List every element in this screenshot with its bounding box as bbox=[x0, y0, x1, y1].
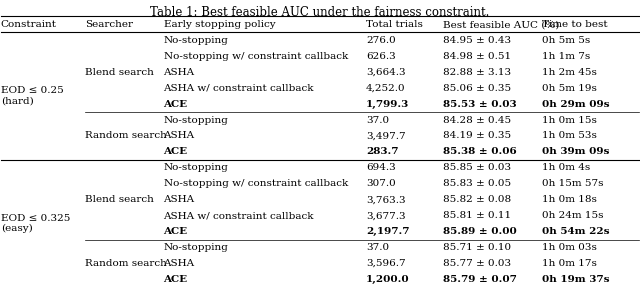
Text: 1h 0m 03s: 1h 0m 03s bbox=[542, 243, 597, 252]
Text: 0h 24m 15s: 0h 24m 15s bbox=[542, 211, 604, 220]
Text: Table 1: Best feasible AUC under the fairness constraint.: Table 1: Best feasible AUC under the fai… bbox=[150, 6, 490, 19]
Text: No-stopping: No-stopping bbox=[164, 115, 228, 125]
Text: 82.88 ± 3.13: 82.88 ± 3.13 bbox=[443, 68, 511, 77]
Text: 85.89 ± 0.00: 85.89 ± 0.00 bbox=[443, 227, 516, 236]
Text: Random search: Random search bbox=[85, 259, 167, 268]
Text: ACE: ACE bbox=[164, 147, 188, 156]
Text: ACE: ACE bbox=[164, 275, 188, 284]
Text: No-stopping: No-stopping bbox=[164, 163, 228, 172]
Text: 0h 29m 09s: 0h 29m 09s bbox=[542, 99, 610, 109]
Text: Early stopping policy: Early stopping policy bbox=[164, 20, 275, 29]
Text: 85.83 ± 0.05: 85.83 ± 0.05 bbox=[443, 179, 511, 188]
Text: 85.85 ± 0.03: 85.85 ± 0.03 bbox=[443, 163, 511, 172]
Text: 1h 1m 7s: 1h 1m 7s bbox=[542, 52, 591, 61]
Text: 84.95 ± 0.43: 84.95 ± 0.43 bbox=[443, 36, 511, 45]
Text: 1h 0m 53s: 1h 0m 53s bbox=[542, 131, 597, 141]
Text: 85.53 ± 0.03: 85.53 ± 0.03 bbox=[443, 99, 516, 109]
Text: Random search: Random search bbox=[85, 131, 167, 141]
Text: 1h 0m 18s: 1h 0m 18s bbox=[542, 195, 597, 204]
Text: 0h 5m 5s: 0h 5m 5s bbox=[542, 36, 591, 45]
Text: 3,497.7: 3,497.7 bbox=[366, 131, 406, 141]
Text: 0h 54m 22s: 0h 54m 22s bbox=[542, 227, 610, 236]
Text: 1h 0m 17s: 1h 0m 17s bbox=[542, 259, 597, 268]
Text: 37.0: 37.0 bbox=[366, 115, 389, 125]
Text: No-stopping: No-stopping bbox=[164, 243, 228, 252]
Text: 1,799.3: 1,799.3 bbox=[366, 99, 409, 109]
Text: 84.98 ± 0.51: 84.98 ± 0.51 bbox=[443, 52, 511, 61]
Text: Total trials: Total trials bbox=[366, 20, 423, 29]
Text: 276.0: 276.0 bbox=[366, 36, 396, 45]
Text: 0h 19m 37s: 0h 19m 37s bbox=[542, 275, 610, 284]
Text: 3,763.3: 3,763.3 bbox=[366, 195, 406, 204]
Text: EOD ≤ 0.25
(hard): EOD ≤ 0.25 (hard) bbox=[1, 86, 63, 106]
Text: ACE: ACE bbox=[164, 227, 188, 236]
Text: 1,200.0: 1,200.0 bbox=[366, 275, 410, 284]
Text: 85.79 ± 0.07: 85.79 ± 0.07 bbox=[443, 275, 516, 284]
Text: 0h 39m 09s: 0h 39m 09s bbox=[542, 147, 610, 156]
Text: 85.77 ± 0.03: 85.77 ± 0.03 bbox=[443, 259, 511, 268]
Text: ASHA: ASHA bbox=[164, 259, 195, 268]
Text: Blend search: Blend search bbox=[85, 195, 154, 204]
Text: ASHA w/ constraint callback: ASHA w/ constraint callback bbox=[164, 84, 314, 93]
Text: 84.19 ± 0.35: 84.19 ± 0.35 bbox=[443, 131, 511, 141]
Text: 694.3: 694.3 bbox=[366, 163, 396, 172]
Text: Best feasible AUC (%): Best feasible AUC (%) bbox=[443, 20, 559, 29]
Text: 84.28 ± 0.45: 84.28 ± 0.45 bbox=[443, 115, 511, 125]
Text: Constraint: Constraint bbox=[1, 20, 57, 29]
Text: 85.82 ± 0.08: 85.82 ± 0.08 bbox=[443, 195, 511, 204]
Text: 85.81 ± 0.11: 85.81 ± 0.11 bbox=[443, 211, 511, 220]
Text: No-stopping w/ constraint callback: No-stopping w/ constraint callback bbox=[164, 179, 348, 188]
Text: ASHA: ASHA bbox=[164, 68, 195, 77]
Text: No-stopping: No-stopping bbox=[164, 36, 228, 45]
Text: No-stopping w/ constraint callback: No-stopping w/ constraint callback bbox=[164, 52, 348, 61]
Text: Blend search: Blend search bbox=[85, 68, 154, 77]
Text: ACE: ACE bbox=[164, 99, 188, 109]
Text: 283.7: 283.7 bbox=[366, 147, 399, 156]
Text: 626.3: 626.3 bbox=[366, 52, 396, 61]
Text: 85.38 ± 0.06: 85.38 ± 0.06 bbox=[443, 147, 516, 156]
Text: 3,664.3: 3,664.3 bbox=[366, 68, 406, 77]
Text: 307.0: 307.0 bbox=[366, 179, 396, 188]
Text: 1h 0m 4s: 1h 0m 4s bbox=[542, 163, 591, 172]
Text: 3,596.7: 3,596.7 bbox=[366, 259, 406, 268]
Text: 0h 15m 57s: 0h 15m 57s bbox=[542, 179, 604, 188]
Text: 3,677.3: 3,677.3 bbox=[366, 211, 406, 220]
Text: ASHA: ASHA bbox=[164, 195, 195, 204]
Text: 2,197.7: 2,197.7 bbox=[366, 227, 410, 236]
Text: ASHA w/ constraint callback: ASHA w/ constraint callback bbox=[164, 211, 314, 220]
Text: 37.0: 37.0 bbox=[366, 243, 389, 252]
Text: ASHA: ASHA bbox=[164, 131, 195, 141]
Text: Searcher: Searcher bbox=[85, 20, 133, 29]
Text: 0h 5m 19s: 0h 5m 19s bbox=[542, 84, 597, 93]
Text: 1h 2m 45s: 1h 2m 45s bbox=[542, 68, 597, 77]
Text: 85.71 ± 0.10: 85.71 ± 0.10 bbox=[443, 243, 511, 252]
Text: EOD ≤ 0.325
(easy): EOD ≤ 0.325 (easy) bbox=[1, 214, 70, 233]
Text: Time to best: Time to best bbox=[542, 20, 608, 29]
Text: 1h 0m 15s: 1h 0m 15s bbox=[542, 115, 597, 125]
Text: 4,252.0: 4,252.0 bbox=[366, 84, 406, 93]
Text: 85.06 ± 0.35: 85.06 ± 0.35 bbox=[443, 84, 511, 93]
